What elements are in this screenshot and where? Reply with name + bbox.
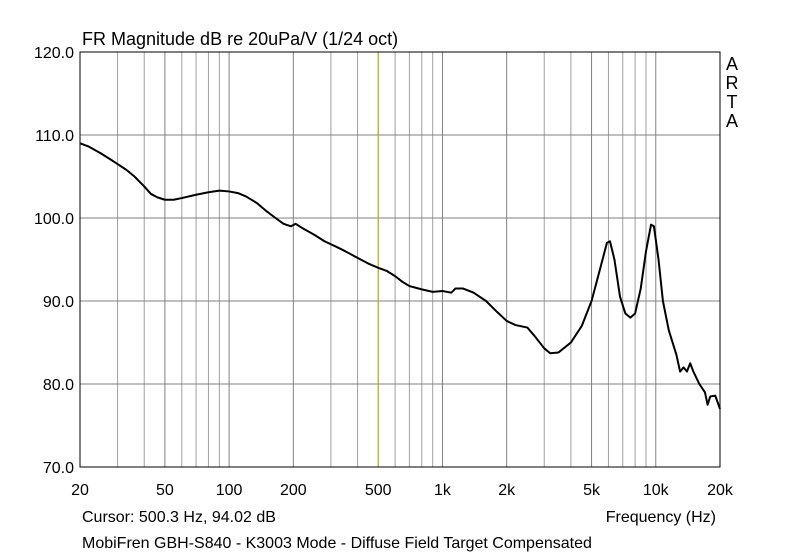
chart-caption: MobiFren GBH-S840 - K3003 Mode - Diffuse… [82, 535, 592, 552]
y-tick-label: 120.0 [34, 45, 74, 62]
x-tick-label: 20k [707, 482, 734, 499]
minor-gridlines [117, 52, 647, 467]
x-axis-label: Frequency (Hz) [606, 509, 716, 526]
chart-title: FR Magnitude dB re 20uPa/V (1/24 oct) [82, 29, 398, 49]
x-tick-label: 200 [280, 482, 307, 499]
watermark-letter: T [727, 92, 738, 112]
watermark-letter: A [726, 54, 738, 74]
x-tick-label: 1k [434, 482, 452, 499]
x-tick-label: 20 [71, 482, 89, 499]
frequency-response-curve [79, 142, 721, 410]
plot-frame [79, 51, 721, 468]
x-axis-tick-labels: 20 50 100 200 500 1k 2k 5k 10k 20k [71, 482, 734, 499]
major-gridlines [80, 52, 720, 467]
y-tick-label: 100.0 [34, 211, 74, 228]
x-tick-label: 10k [643, 482, 670, 499]
x-tick-label: 2k [498, 482, 516, 499]
cursor-readout: Cursor: 500.3 Hz, 94.02 dB [82, 509, 276, 526]
y-tick-label: 110.0 [35, 128, 74, 145]
x-tick-label: 100 [216, 482, 243, 499]
watermark-letter: A [726, 111, 738, 131]
y-axis-tick-labels: 70.0 80.0 90.0 100.0 110.0 120.0 [34, 45, 74, 477]
y-tick-label: 80.0 [43, 377, 74, 394]
y-tick-label: 90.0 [43, 294, 74, 311]
watermark-letter: R [726, 73, 739, 93]
y-tick-label: 70.0 [43, 460, 74, 477]
x-tick-label: 5k [583, 482, 601, 499]
x-tick-label: 500 [365, 482, 392, 499]
x-tick-label: 50 [156, 482, 174, 499]
